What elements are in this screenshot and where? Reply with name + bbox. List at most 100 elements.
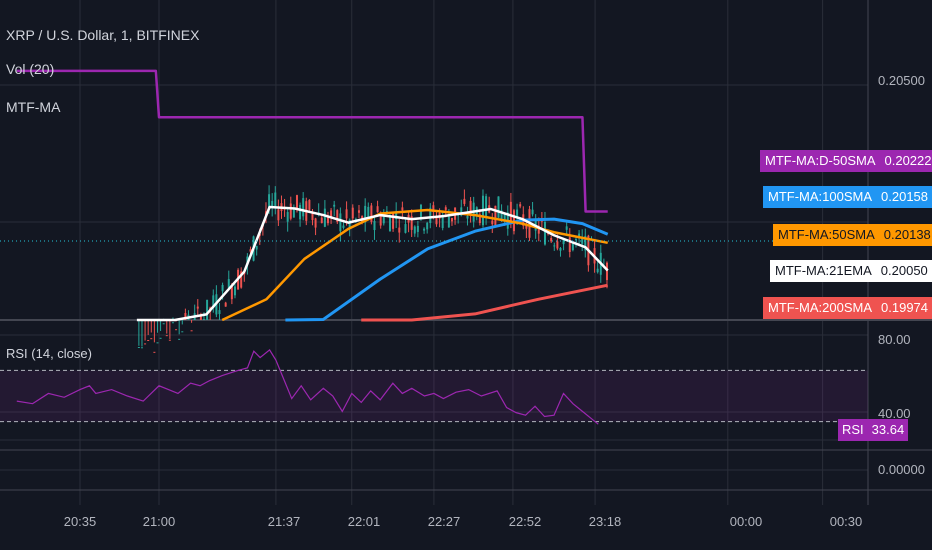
candle-body <box>255 245 258 250</box>
rsi-legend[interactable]: RSI (14, close) <box>6 346 92 361</box>
candle-body <box>367 206 370 220</box>
candle-body <box>199 316 202 320</box>
candle-body <box>345 209 348 219</box>
tag-100sma-name: MTF-MA:100SMA <box>763 186 878 208</box>
candle-body <box>382 214 385 224</box>
candle-body <box>168 339 171 341</box>
candle-body <box>444 207 447 210</box>
candle-body <box>491 220 494 225</box>
candle-body <box>277 209 280 221</box>
candle-body <box>196 306 199 309</box>
candles <box>137 185 608 353</box>
time-tick-label: 21:00 <box>142 514 176 529</box>
candle-body <box>574 238 577 240</box>
rsi-tick-40: 40.00 <box>878 406 911 421</box>
candle-body <box>271 201 274 208</box>
candle-body <box>190 330 193 332</box>
tag-rsi-value: 33.64 <box>867 419 909 441</box>
candle-body <box>175 329 178 331</box>
candle-body <box>547 233 550 235</box>
candle-body <box>181 331 184 333</box>
candle-body <box>249 249 252 252</box>
grid <box>0 0 932 505</box>
tag-d50sma[interactable]: MTF-MA:D-50SMA 0.20222 <box>760 150 932 172</box>
rsi-tick-0: 0.00000 <box>878 462 925 477</box>
candle-body <box>531 209 534 215</box>
rsi-tick-80: 80.00 <box>878 332 911 347</box>
candle-body <box>320 217 323 224</box>
d50sma-line <box>16 69 608 213</box>
candle-body <box>466 215 469 219</box>
candle-body <box>299 204 302 220</box>
candle-body <box>311 213 314 221</box>
tag-50sma-name: MTF-MA:50SMA <box>773 224 880 246</box>
ma-lines <box>16 69 609 322</box>
candle-body <box>351 207 354 219</box>
candle-body <box>460 207 463 216</box>
candle-body <box>218 310 221 315</box>
candle-body <box>556 241 559 249</box>
tag-rsi-name: RSI <box>838 419 868 441</box>
time-tick-label: 22:52 <box>508 514 542 529</box>
100sma-line <box>285 217 609 322</box>
candle-body <box>137 346 140 348</box>
mtf-ma-legend[interactable]: MTF-MA <box>6 99 61 115</box>
candle-body <box>147 339 150 341</box>
200sma-line <box>361 283 609 322</box>
candle-body <box>568 237 571 252</box>
vol-legend[interactable]: Vol (20) <box>6 61 55 77</box>
candle-body <box>240 271 243 288</box>
candle-body <box>478 214 481 224</box>
candle-body <box>295 195 298 209</box>
symbol-title[interactable]: XRP / U.S. Dollar, 1, BITFINEX <box>6 27 200 43</box>
candle-body <box>543 221 546 245</box>
candle-body <box>326 215 329 224</box>
candle-body <box>435 217 438 225</box>
time-tick-label: 23:18 <box>588 514 622 529</box>
candle-body <box>525 224 528 229</box>
tag-21ema[interactable]: MTF-MA:21EMA 0.20050 <box>770 260 932 282</box>
price-tick-label: 0.20500 <box>878 73 925 88</box>
candle-body <box>584 235 587 251</box>
tag-200sma[interactable]: MTF-MA:200SMA 0.19974 <box>763 297 932 319</box>
candle-body <box>274 192 277 206</box>
candle-body <box>426 222 429 230</box>
candle-body <box>469 200 472 215</box>
candle-body <box>354 218 357 220</box>
tag-21ema-value: 0.20050 <box>876 260 932 282</box>
tag-200sma-name: MTF-MA:200SMA <box>763 297 878 319</box>
candle-body <box>150 338 153 340</box>
candle-body <box>416 225 419 232</box>
rsi-band <box>0 370 868 422</box>
candle-body <box>292 207 295 218</box>
candle-body <box>509 201 512 222</box>
candle-body <box>171 322 174 324</box>
tag-d50sma-value: 0.20222 <box>880 150 932 172</box>
time-tick-label: 00:00 <box>729 514 763 529</box>
candle-body <box>165 335 168 337</box>
tag-50sma[interactable]: MTF-MA:50SMA 0.20138 <box>773 224 932 246</box>
time-tick-label: 20:35 <box>63 514 97 529</box>
candle-body <box>581 238 584 244</box>
candle-body <box>153 351 156 353</box>
candle-body <box>227 279 230 288</box>
candle-body <box>314 218 317 228</box>
candle-body <box>184 313 187 320</box>
candle-body <box>323 208 326 227</box>
candle-body <box>333 204 336 207</box>
tag-50sma-value: 0.20138 <box>879 224 932 246</box>
candle-body <box>178 338 181 340</box>
candle-body <box>423 228 426 231</box>
candle-body <box>212 295 215 308</box>
candle-body <box>339 213 342 232</box>
tag-rsi[interactable]: RSI 33.64 <box>838 419 909 441</box>
candle-body <box>395 211 398 220</box>
candle-body <box>398 227 401 233</box>
candle-body <box>156 342 159 344</box>
candle-body <box>230 285 233 300</box>
candle-body <box>206 299 209 320</box>
tag-100sma[interactable]: MTF-MA:100SMA 0.20158 <box>763 186 932 208</box>
candle-body <box>441 216 444 229</box>
candle-body <box>140 347 143 349</box>
